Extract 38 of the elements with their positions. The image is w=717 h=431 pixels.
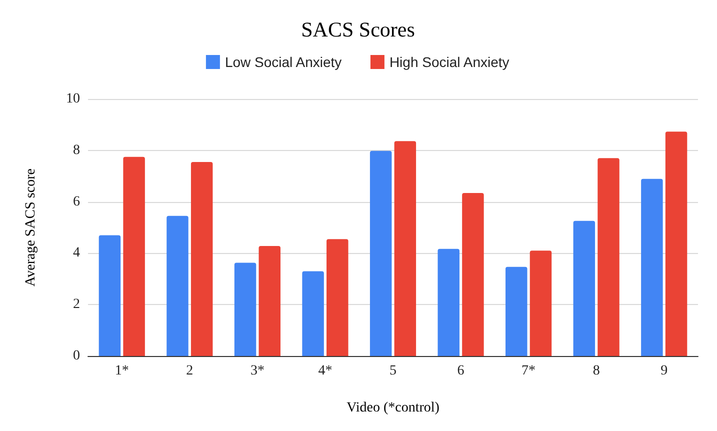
bar [530,250,552,356]
y-axis-title: Average SACS score [24,168,38,286]
bar [641,178,663,356]
bar [506,266,528,356]
bar [462,193,484,356]
bar [370,150,392,356]
bar [258,246,280,356]
bar [123,156,145,356]
bar [438,248,460,356]
y-tick-label: 0 [73,348,80,364]
x-tick-label: 6 [457,364,464,378]
x-tick-label: 2 [186,364,194,378]
x-tick-label: 5 [390,364,396,378]
chart-title: SACS Scores [301,18,415,42]
bar [665,132,688,356]
x-axis-title: Video (*control) [346,400,440,416]
x-tick-label: 3* [250,364,264,378]
legend-label: High Social Anxiety [389,54,510,70]
x-tick-label: 4* [318,364,332,378]
bar [190,162,213,356]
y-tick-label: 10 [66,92,80,106]
y-tick-label: 2 [73,297,80,312]
x-tick-label: 8 [592,364,600,378]
bar [598,158,620,356]
bar [166,216,188,356]
y-tick-label: 6 [73,194,80,210]
y-tick-label: 8 [73,142,80,158]
bar [302,271,324,356]
legend-label: Low Social Anxiety [224,54,342,70]
bar [326,239,348,356]
x-tick-label: 9 [660,364,668,378]
y-tick-label: 4 [73,246,80,261]
x-tick-label: 7* [522,364,536,378]
bar [234,262,256,356]
bar [573,220,596,356]
x-tick-label: 1* [114,364,129,378]
bar [394,141,416,356]
bar [98,235,121,356]
